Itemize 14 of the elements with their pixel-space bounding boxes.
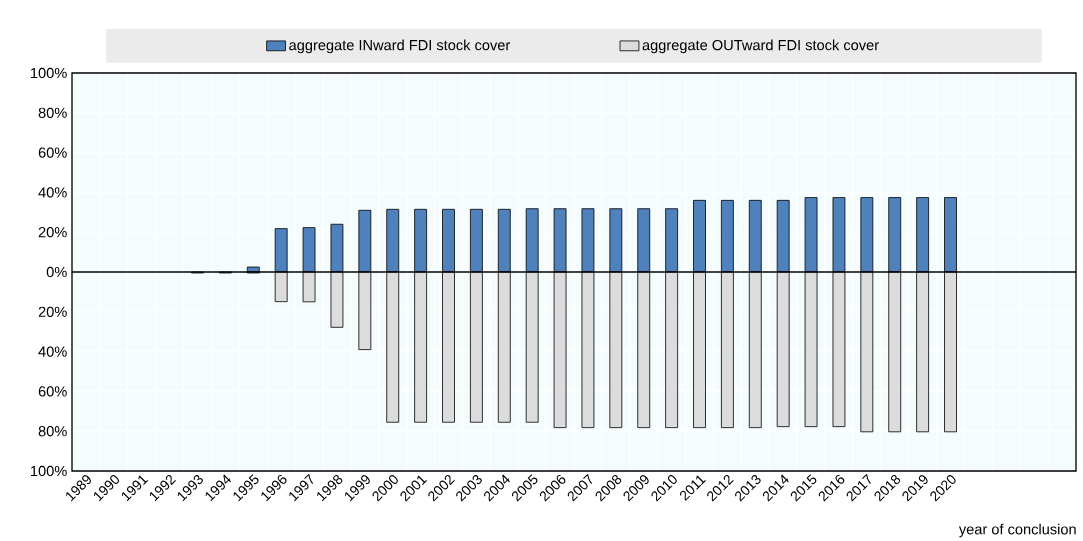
- y-tick-label: 20%: [38, 306, 67, 317]
- legend-label: aggregate INward FDI stock cover: [289, 39, 511, 54]
- y-tick-label: 80%: [38, 107, 67, 118]
- y-tick-label: 40%: [38, 346, 67, 357]
- x-axis-title: year of conclusion: [958, 523, 1076, 538]
- legend-label: aggregate OUTward FDI stock cover: [642, 39, 879, 54]
- y-tick-label: 80%: [38, 426, 67, 437]
- y-tick-label: 40%: [38, 187, 67, 198]
- y-tick-label: 0%: [46, 266, 67, 278]
- y-tick-label: 60%: [38, 147, 67, 158]
- y-tick-label: 60%: [38, 386, 67, 397]
- y-tick-label: 100%: [31, 465, 67, 477]
- y-tick-label: 20%: [38, 227, 67, 238]
- y-tick-label: 100%: [31, 67, 67, 79]
